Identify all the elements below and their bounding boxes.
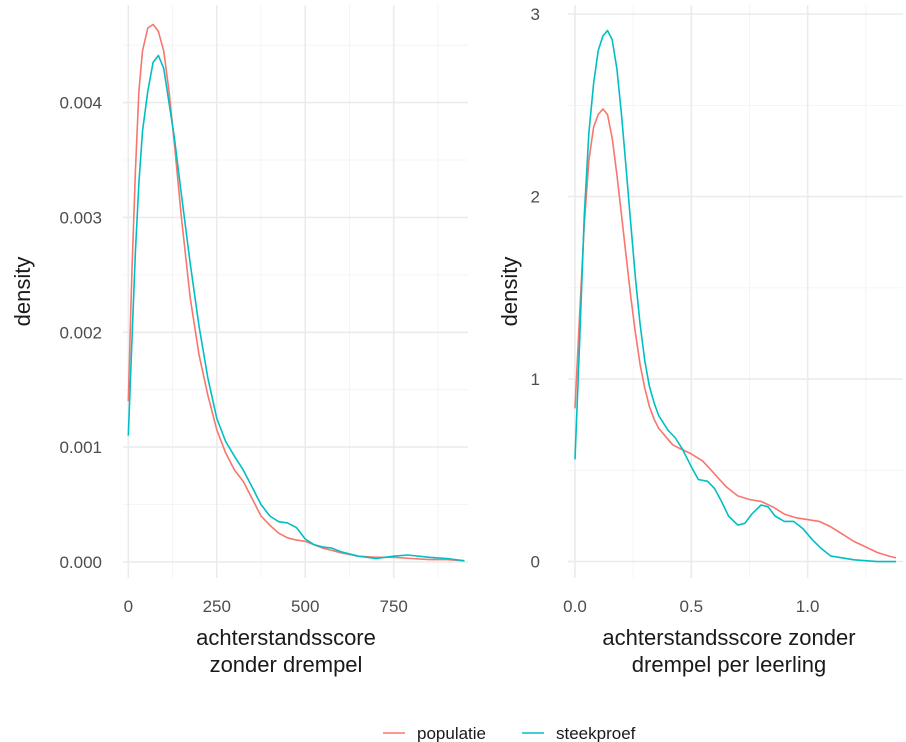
x-tick-label: 1.0 bbox=[796, 597, 820, 616]
y-tick-label: 0.003 bbox=[59, 208, 102, 227]
y-tick-label: 0 bbox=[531, 553, 540, 572]
y-axis-title: density bbox=[10, 257, 35, 327]
legend-label-populatie: populatie bbox=[417, 724, 486, 742]
series-line-steekproef bbox=[127, 54, 465, 562]
y-tick-label: 0.004 bbox=[59, 94, 102, 113]
x-tick-label: 0 bbox=[124, 597, 133, 616]
x-tick-label: 500 bbox=[291, 597, 319, 616]
y-tick-label: 1 bbox=[531, 370, 540, 389]
y-tick-label: 0.002 bbox=[59, 323, 102, 342]
legend-label-steekproef: steekproef bbox=[556, 724, 636, 742]
x-axis-title: achterstandsscore zonder drempel per leer… bbox=[602, 625, 855, 677]
y-tick-label: 2 bbox=[531, 188, 540, 207]
legend: populatie steekproef bbox=[383, 724, 636, 742]
y-tick-label: 0.001 bbox=[59, 438, 102, 457]
right-panel: 0 1 2 3 0.0 0.5 1.0 achterstandsscore zonder dre… bbox=[497, 5, 903, 677]
x-tick-label: 750 bbox=[380, 597, 408, 616]
y-tick-label: 3 bbox=[531, 5, 540, 24]
series-line-steekproef bbox=[574, 29, 896, 563]
series-line-populatie bbox=[574, 108, 897, 559]
x-tick-label: 0.5 bbox=[679, 597, 703, 616]
y-tick-label: 0.000 bbox=[59, 553, 102, 572]
x-tick-label: 250 bbox=[203, 597, 231, 616]
series-line-populatie bbox=[127, 23, 465, 562]
x-tick-label: 0.0 bbox=[563, 597, 587, 616]
left-panel: 0.000 0.001 0.002 0.003 0.004 0 250 500 750achte… bbox=[10, 5, 468, 677]
y-axis-title: density bbox=[497, 257, 522, 327]
x-axis-title: achterstandsscore zonder drempel bbox=[196, 625, 376, 677]
